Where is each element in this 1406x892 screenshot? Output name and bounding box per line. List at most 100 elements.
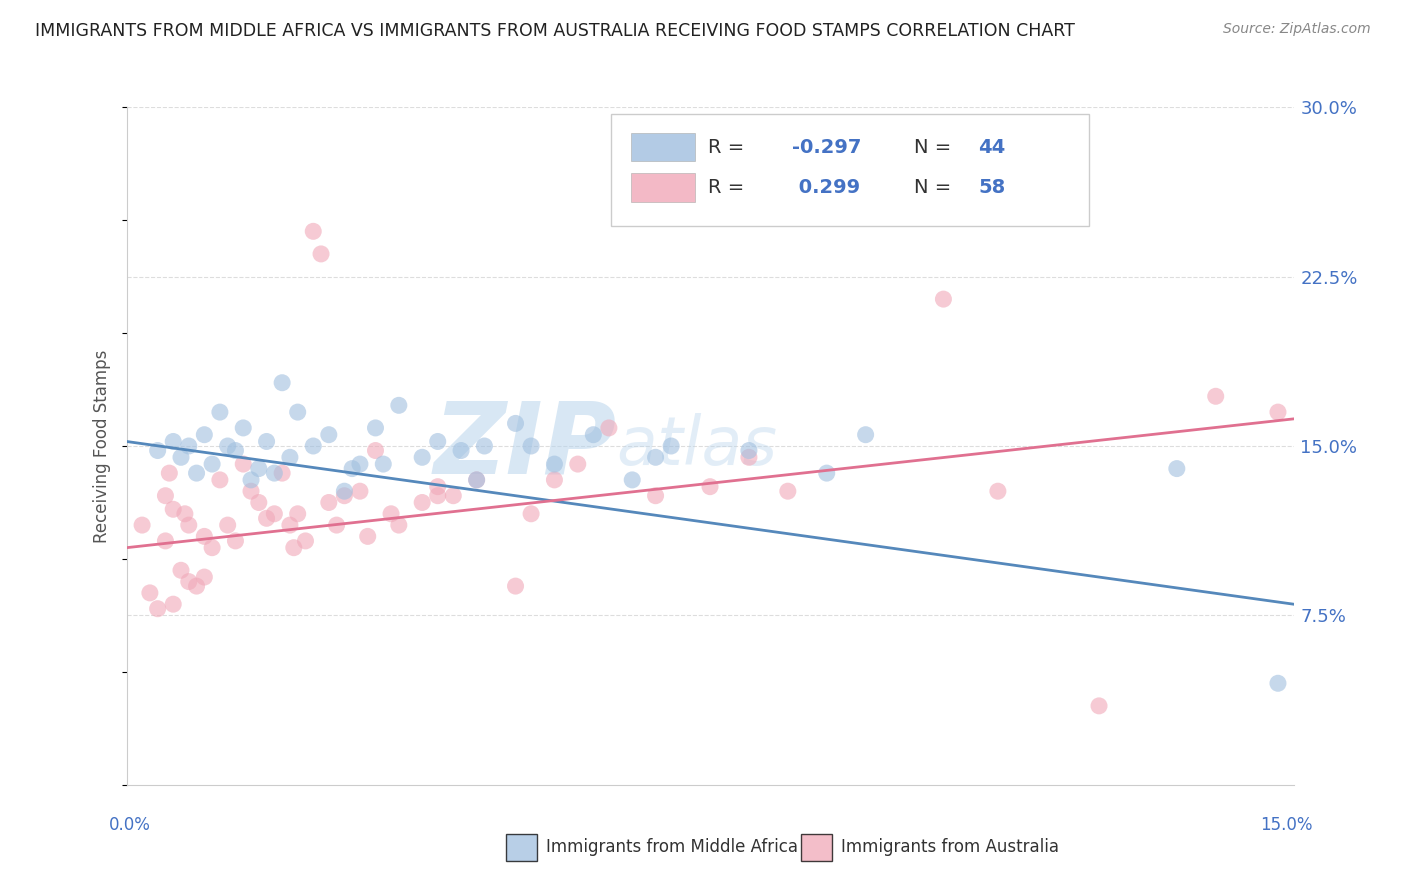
- Point: [567, 457, 589, 471]
- Point: [278, 450, 301, 465]
- Text: Immigrants from Middle Africa: Immigrants from Middle Africa: [546, 838, 797, 855]
- Text: N =: N =: [914, 137, 957, 156]
- Point: [224, 533, 246, 548]
- Point: [162, 434, 184, 449]
- Point: [201, 457, 224, 471]
- Point: [1267, 676, 1289, 690]
- Point: [177, 574, 200, 589]
- Point: [1267, 405, 1289, 419]
- Point: [474, 439, 496, 453]
- Point: [131, 518, 153, 533]
- Point: [201, 541, 224, 555]
- Point: [411, 450, 433, 465]
- Point: [1166, 461, 1188, 475]
- Point: [186, 579, 208, 593]
- Point: [162, 597, 184, 611]
- Point: [987, 484, 1010, 499]
- Point: [411, 495, 433, 509]
- Point: [146, 443, 169, 458]
- Text: 15.0%: 15.0%: [1260, 816, 1313, 834]
- Point: [325, 518, 347, 533]
- Point: [208, 405, 231, 419]
- Point: [162, 502, 184, 516]
- Point: [256, 434, 278, 449]
- Point: [349, 484, 371, 499]
- Point: [465, 473, 488, 487]
- Point: [644, 450, 666, 465]
- Text: atlas: atlas: [617, 413, 778, 479]
- Text: 0.299: 0.299: [792, 178, 860, 197]
- Point: [271, 466, 294, 480]
- Point: [177, 518, 200, 533]
- Point: [208, 473, 231, 487]
- Point: [505, 579, 527, 593]
- Point: [302, 439, 325, 453]
- Point: [240, 473, 263, 487]
- Point: [333, 489, 356, 503]
- Point: [426, 480, 449, 494]
- Point: [174, 507, 197, 521]
- Point: [364, 443, 387, 458]
- Text: Immigrants from Australia: Immigrants from Australia: [841, 838, 1059, 855]
- Point: [170, 450, 193, 465]
- Point: [155, 489, 177, 503]
- Point: [263, 466, 285, 480]
- Point: [699, 480, 721, 494]
- Text: N =: N =: [914, 178, 957, 197]
- Point: [426, 489, 449, 503]
- Point: [287, 507, 309, 521]
- Point: [450, 443, 472, 458]
- Point: [1010, 202, 1032, 216]
- Point: [232, 421, 254, 435]
- Point: [146, 601, 169, 615]
- Text: R =: R =: [707, 178, 751, 197]
- Point: [815, 466, 838, 480]
- Point: [224, 443, 246, 458]
- Point: [170, 563, 193, 577]
- Point: [287, 405, 309, 419]
- Text: 44: 44: [979, 137, 1005, 156]
- Point: [364, 421, 387, 435]
- Text: ZIP: ZIP: [433, 398, 617, 494]
- Point: [217, 439, 239, 453]
- Point: [193, 427, 215, 442]
- Point: [283, 541, 305, 555]
- Point: [271, 376, 294, 390]
- Text: Source: ZipAtlas.com: Source: ZipAtlas.com: [1223, 22, 1371, 37]
- Point: [139, 586, 162, 600]
- Point: [318, 495, 340, 509]
- Point: [294, 533, 316, 548]
- Point: [1088, 698, 1111, 713]
- Text: 0.0%: 0.0%: [108, 816, 150, 834]
- Point: [543, 473, 565, 487]
- Point: [302, 224, 325, 238]
- Point: [388, 398, 411, 412]
- Point: [855, 427, 877, 442]
- Point: [247, 461, 270, 475]
- Point: [441, 489, 464, 503]
- Point: [193, 529, 215, 543]
- Point: [738, 450, 761, 465]
- Point: [621, 473, 644, 487]
- Point: [309, 247, 332, 261]
- Point: [776, 484, 799, 499]
- Point: [217, 518, 239, 533]
- Point: [333, 484, 356, 499]
- Point: [543, 457, 565, 471]
- FancyBboxPatch shape: [610, 114, 1090, 226]
- Point: [278, 518, 301, 533]
- FancyBboxPatch shape: [631, 133, 695, 161]
- Point: [177, 439, 200, 453]
- Point: [263, 507, 285, 521]
- Point: [932, 292, 955, 306]
- Point: [232, 457, 254, 471]
- Point: [349, 457, 371, 471]
- Point: [426, 434, 449, 449]
- Text: IMMIGRANTS FROM MIDDLE AFRICA VS IMMIGRANTS FROM AUSTRALIA RECEIVING FOOD STAMPS: IMMIGRANTS FROM MIDDLE AFRICA VS IMMIGRA…: [35, 22, 1076, 40]
- Point: [644, 489, 666, 503]
- Point: [520, 439, 543, 453]
- Point: [240, 484, 263, 499]
- Text: 58: 58: [979, 178, 1005, 197]
- Point: [318, 427, 340, 442]
- Point: [157, 466, 180, 480]
